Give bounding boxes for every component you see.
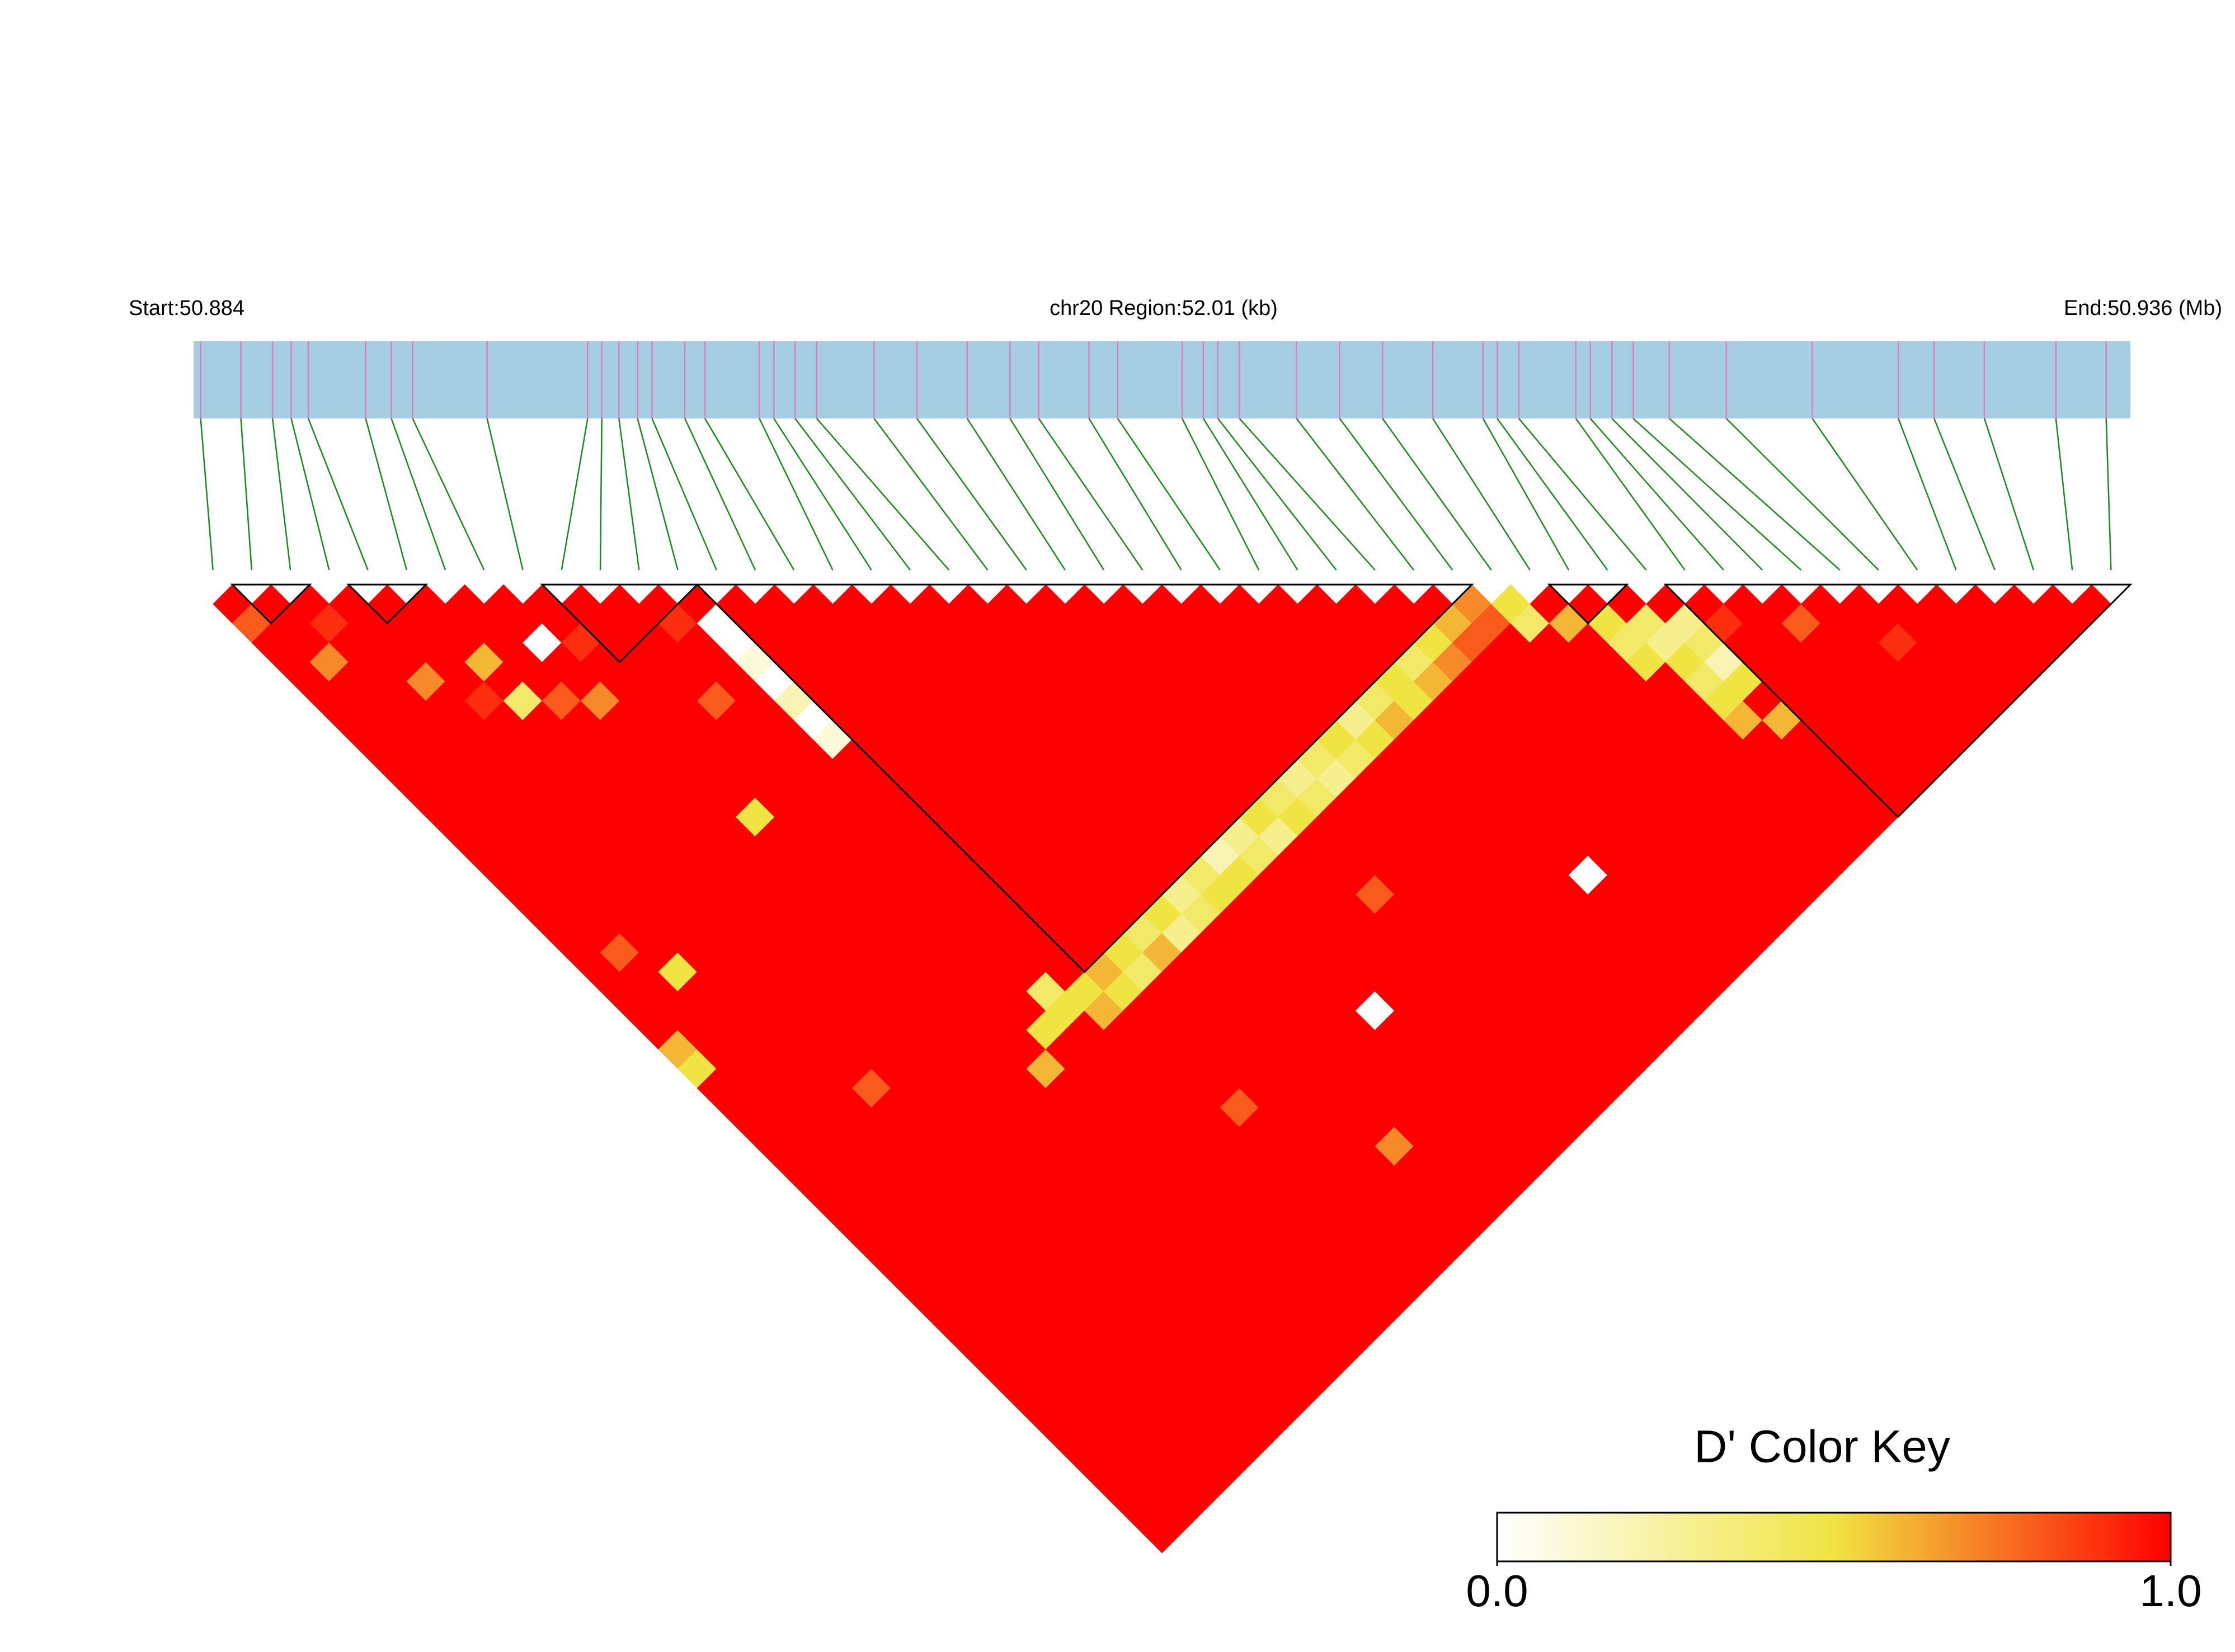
snp-connector xyxy=(1009,418,1105,571)
color-key-tick-label: 0.0 xyxy=(1466,1566,1528,1616)
snp-connector xyxy=(1611,418,1763,571)
snp-connector xyxy=(1088,418,1182,571)
snp-connector xyxy=(1983,418,2035,571)
snp-connector xyxy=(307,418,369,571)
position-bar xyxy=(194,341,2130,418)
ld-block-outline xyxy=(1663,583,2133,818)
snp-connector xyxy=(486,418,524,571)
heatmap-cells xyxy=(213,584,2111,1554)
snp-connector xyxy=(794,418,911,571)
snp-connector xyxy=(966,418,1066,571)
snp-connector xyxy=(1432,418,1531,571)
snp-connector xyxy=(290,418,330,571)
snp-connector xyxy=(1382,418,1492,571)
color-key-bar xyxy=(1496,1512,2172,1562)
snp-connector xyxy=(618,418,640,571)
snp-connector xyxy=(1589,418,1724,571)
snp-connector xyxy=(1518,418,1647,571)
snp-connector xyxy=(1239,418,1376,571)
region-label: chr20 Region:52.01 (kb) xyxy=(1050,296,1278,320)
snp-connector xyxy=(1217,418,1337,571)
snp-connector xyxy=(271,418,291,571)
snp-connector xyxy=(561,418,589,571)
snp-connector xyxy=(1482,418,1570,571)
ld-block-outline xyxy=(1547,583,1629,625)
snp-connector xyxy=(1296,418,1415,571)
snp-connector xyxy=(390,418,446,571)
snp-connector xyxy=(1202,418,1298,571)
snp-connector xyxy=(200,418,214,571)
snp-connector xyxy=(816,418,950,571)
snp-connector xyxy=(704,418,795,571)
snp-connector xyxy=(637,418,679,571)
snp-connector xyxy=(1725,418,1879,571)
start-label: Start:50.884 xyxy=(129,296,244,320)
snp-connector xyxy=(1497,418,1608,571)
ld-block-outline xyxy=(346,583,429,625)
snp-connector xyxy=(873,418,989,571)
snp-connector xyxy=(759,418,834,571)
snp-connector xyxy=(1575,418,1686,571)
color-key-title: D' Color Key xyxy=(1694,1422,1950,1472)
ld-block-outline xyxy=(230,583,312,625)
snp-connector xyxy=(1117,418,1221,571)
snp-connector xyxy=(365,418,408,571)
snp-connector xyxy=(1181,418,1260,571)
color-key-tick-label: 1.0 xyxy=(2139,1566,2201,1616)
snp-connector xyxy=(1632,418,1802,571)
snp-connector xyxy=(240,418,253,571)
snp-connector xyxy=(2105,418,2112,571)
end-label: End:50.936 (Mb) xyxy=(2064,296,2222,320)
snp-connector xyxy=(1038,418,1144,571)
snp-connector xyxy=(651,418,717,571)
snp-connector xyxy=(2055,418,2073,571)
snp-connector xyxy=(684,418,756,571)
snp-connector xyxy=(1339,418,1453,571)
snp-connector xyxy=(1811,418,1918,571)
snp-connector xyxy=(1933,418,1996,571)
snp-connector xyxy=(916,418,1027,571)
ld-block-outline xyxy=(540,583,699,663)
snp-connector xyxy=(599,418,603,571)
snp-connector xyxy=(412,418,485,571)
snp-connector xyxy=(773,418,872,571)
snp-connector xyxy=(1668,418,1841,571)
snp-connector xyxy=(1898,418,1957,571)
ld-block-outline xyxy=(695,583,1474,973)
